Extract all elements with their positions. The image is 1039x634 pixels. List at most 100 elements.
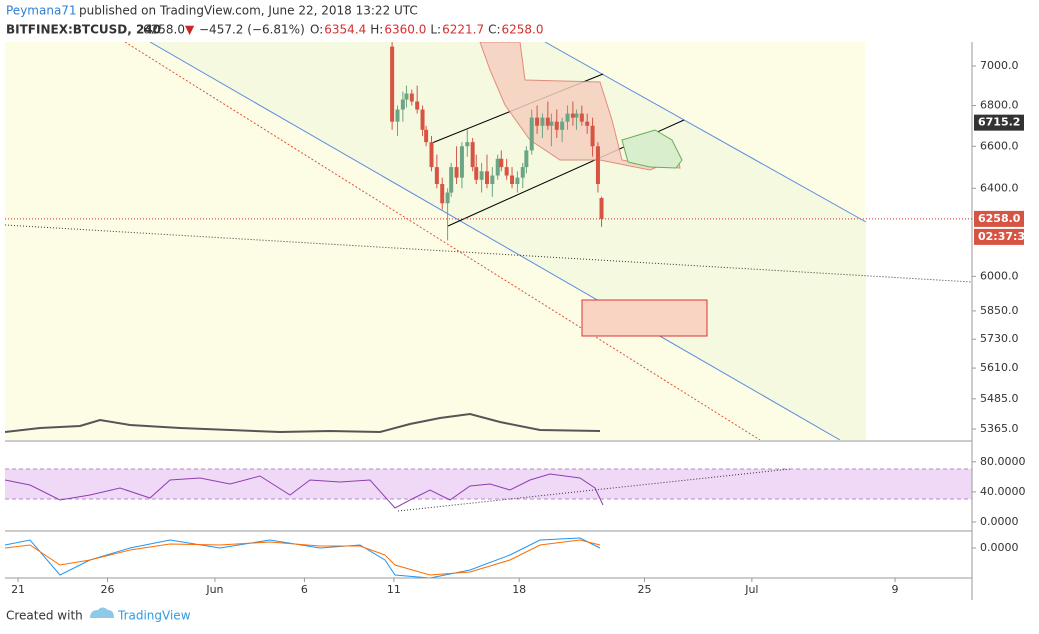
candle-body bbox=[429, 142, 434, 168]
y-tick-label: 7000.0 bbox=[980, 59, 1019, 72]
marker-label: 6715.2 bbox=[978, 116, 1020, 129]
y-tick-label: 5485.0 bbox=[980, 392, 1019, 405]
candle-body bbox=[515, 177, 520, 185]
ohlc-key: H: bbox=[370, 23, 383, 37]
candle-body bbox=[434, 167, 439, 185]
candle-body bbox=[535, 117, 540, 126]
x-tick-label: Jul bbox=[744, 583, 758, 596]
author[interactable]: Peymana71 bbox=[6, 4, 77, 18]
brand[interactable]: TradingView bbox=[117, 609, 191, 623]
ohlc-value: 6354.4 bbox=[324, 23, 366, 37]
candle-body bbox=[454, 167, 459, 178]
candle-body bbox=[499, 158, 504, 168]
y-tick-label: 6400.0 bbox=[980, 181, 1019, 194]
candle-body bbox=[395, 109, 400, 122]
candle-body bbox=[474, 167, 479, 180]
drawings bbox=[5, 42, 972, 440]
candle-body bbox=[540, 117, 545, 126]
candle-body bbox=[585, 121, 590, 126]
y-tick-label: 80.0000 bbox=[980, 455, 1026, 468]
y-tick-label: 5850.0 bbox=[980, 304, 1019, 317]
volume-average bbox=[5, 412, 601, 434]
created-with: Created with bbox=[6, 609, 83, 623]
x-tick-label: 18 bbox=[512, 583, 526, 596]
countdown: 02:37:36 bbox=[978, 230, 1033, 243]
ohlc-key: C: bbox=[488, 23, 500, 37]
ohlc-value: 6258.0 bbox=[502, 23, 544, 37]
candles bbox=[390, 42, 604, 241]
candle-body bbox=[574, 113, 579, 118]
candle-body bbox=[529, 117, 534, 151]
ohlc-key: L: bbox=[430, 23, 441, 37]
cloud bbox=[621, 129, 683, 169]
candle-body bbox=[565, 113, 570, 122]
candle-body bbox=[545, 117, 550, 126]
marker-badge bbox=[974, 114, 1024, 131]
candle-body bbox=[520, 167, 525, 178]
y-tick-label: 5365.0 bbox=[980, 422, 1019, 435]
candle-body bbox=[409, 93, 414, 102]
countdown-badge bbox=[974, 228, 1024, 245]
candle-body bbox=[465, 142, 470, 147]
trend-line bbox=[5, 224, 972, 283]
candle-body bbox=[420, 109, 425, 130]
channel-line bbox=[544, 42, 867, 223]
zone-box bbox=[581, 299, 708, 337]
ohlc-value: 6360.0 bbox=[384, 23, 426, 37]
y-tick-label: 6000.0 bbox=[980, 269, 1019, 282]
candle-body bbox=[459, 146, 464, 178]
candle-body bbox=[560, 121, 565, 130]
candle-body bbox=[549, 121, 554, 126]
candle-body bbox=[495, 158, 500, 176]
x-tick-label: 21 bbox=[11, 583, 25, 596]
rsi-line bbox=[4, 473, 604, 509]
symbol: BITFINEX:BTCUSD, 240 bbox=[6, 23, 161, 37]
candle-body bbox=[579, 113, 584, 122]
arrow: ▼ bbox=[185, 23, 195, 37]
candle-body bbox=[490, 175, 495, 185]
price-label: 6258.0 bbox=[978, 212, 1021, 225]
channel-line bbox=[149, 42, 841, 440]
candle-body bbox=[504, 167, 509, 176]
x-tick-label: 25 bbox=[637, 583, 651, 596]
candle-body bbox=[599, 198, 604, 219]
candle-body bbox=[415, 101, 420, 110]
change: −457.2 (−6.81%) bbox=[199, 23, 305, 37]
y-tick-label: 6800.0 bbox=[980, 99, 1019, 112]
published: published on TradingView.com, June 22, 2… bbox=[79, 4, 418, 18]
candle-body bbox=[424, 129, 429, 143]
signal-line bbox=[4, 539, 601, 576]
y-tick-label: 6600.0 bbox=[980, 139, 1019, 152]
x-tick-label: 9 bbox=[892, 583, 899, 596]
ohlc-value: 6221.7 bbox=[442, 23, 484, 37]
ohlc-key: O: bbox=[310, 23, 323, 37]
trend-line bbox=[124, 42, 761, 440]
candle-body bbox=[449, 167, 454, 193]
x-tick-label: 6 bbox=[301, 583, 308, 596]
candle-body bbox=[390, 46, 395, 122]
candle-body bbox=[590, 125, 595, 147]
candle-body bbox=[595, 146, 600, 185]
y-tick-label: 0.0000 bbox=[980, 515, 1019, 528]
y-tick-label: 0.0000 bbox=[980, 541, 1019, 554]
x-tick-label: 11 bbox=[387, 583, 401, 596]
candle-body bbox=[400, 99, 405, 110]
candle-body bbox=[484, 171, 489, 185]
x-tick-label: Jun bbox=[205, 583, 223, 596]
price-badge bbox=[974, 210, 1024, 227]
logo bbox=[90, 607, 114, 618]
candle-body bbox=[445, 192, 450, 204]
candle-body bbox=[554, 121, 559, 130]
candle-body bbox=[570, 113, 575, 118]
y-tick-label: 5730.0 bbox=[980, 332, 1019, 345]
candle-body bbox=[440, 184, 445, 204]
candle-body bbox=[404, 93, 409, 100]
ohlc: O: 6354.4 H: 6360.0 L: 6221.7 C: 6258.0 bbox=[310, 23, 544, 37]
last-price: 6258.0 bbox=[143, 23, 185, 37]
candle-body bbox=[524, 150, 529, 168]
x-tick-label: 26 bbox=[101, 583, 115, 596]
candle-body bbox=[470, 142, 475, 168]
candle-body bbox=[510, 175, 515, 185]
channel-fill bbox=[150, 42, 866, 440]
